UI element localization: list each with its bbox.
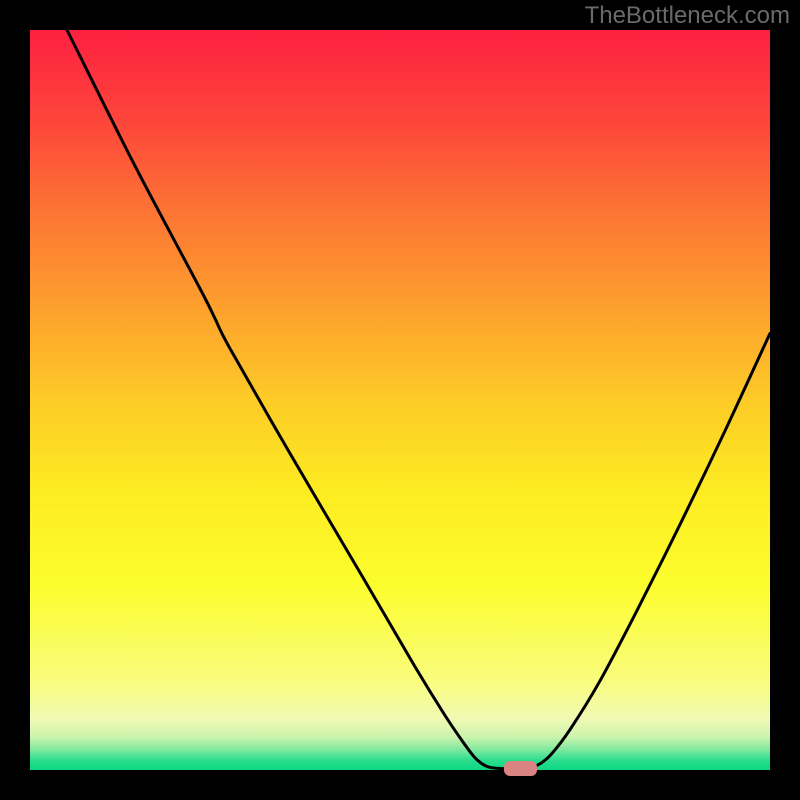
watermark: TheBottleneck.com [585,2,790,30]
gradient-background [30,30,770,770]
bottleneck-chart: TheBottleneck.com [0,0,800,800]
optimum-marker [504,761,537,775]
chart-svg [0,0,800,800]
